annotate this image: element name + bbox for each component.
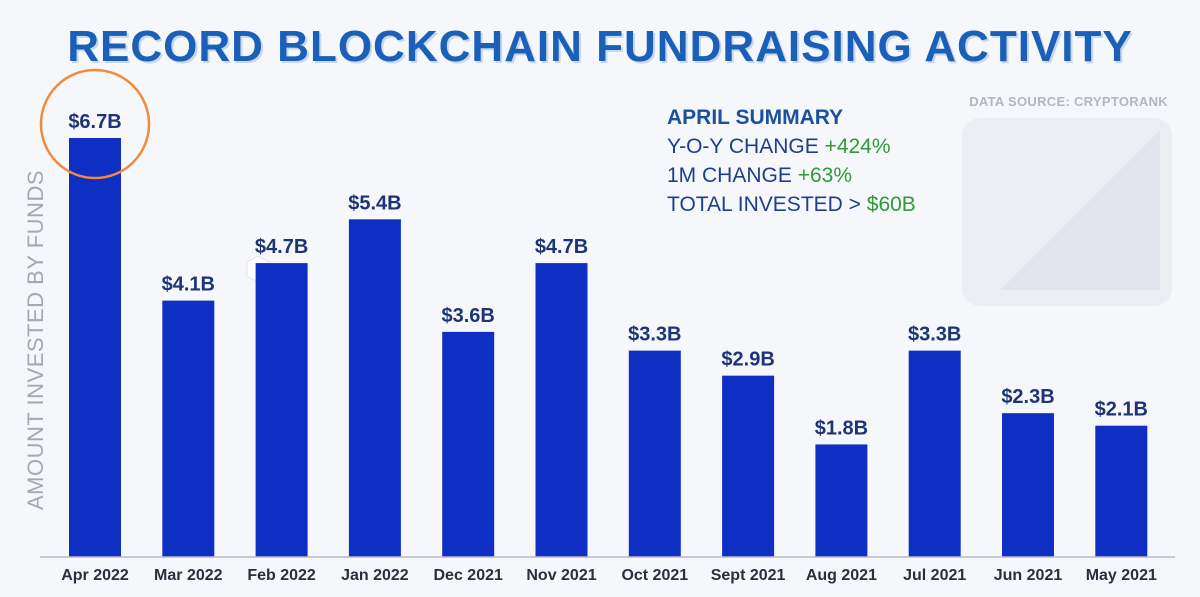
- chart-title: RECORD BLOCKCHAIN FUNDRAISING ACTIVITY: [67, 22, 1133, 71]
- bar: [1002, 413, 1054, 557]
- value-label: $4.1B: [162, 274, 215, 296]
- yoy-change: Y-O-Y CHANGE +424%: [667, 132, 916, 161]
- value-label: $6.7B: [68, 111, 121, 133]
- watermark-slash: [1000, 130, 1160, 290]
- x-tick-label: Aug 2021: [806, 567, 877, 584]
- x-tick-label: Dec 2021: [434, 567, 503, 584]
- value-label: $2.3B: [1001, 386, 1054, 408]
- bar: [442, 331, 495, 557]
- value-label: $3.3B: [628, 324, 681, 346]
- mom-label: 1M CHANGE: [667, 164, 792, 187]
- bar: [255, 263, 308, 557]
- value-label: $4.7B: [255, 236, 308, 258]
- summary-title: APRIL SUMMARY: [667, 106, 844, 129]
- april-summary: APRIL SUMMARY Y-O-Y CHANGE +424% 1M CHAN…: [667, 103, 916, 219]
- total-invested: TOTAL INVESTED > $60B: [667, 190, 916, 219]
- x-tick-label: Nov 2021: [526, 567, 596, 584]
- x-tick-label: Mar 2022: [154, 567, 223, 584]
- bar: [815, 444, 868, 557]
- x-tick-label: Feb 2022: [247, 567, 316, 584]
- value-label: $2.9B: [721, 349, 774, 371]
- x-tick-label: May 2021: [1086, 567, 1157, 584]
- total-value: $60B: [866, 193, 916, 216]
- value-label: $3.6B: [442, 305, 495, 327]
- highlight-ring: [39, 68, 151, 180]
- x-tick-label: Jun 2021: [994, 567, 1063, 584]
- bar: [162, 300, 215, 557]
- background-decoration: [246, 118, 1172, 306]
- value-label: $5.4B: [348, 192, 401, 214]
- value-label: $3.3B: [908, 324, 961, 346]
- x-tick-label: Sept 2021: [711, 567, 786, 584]
- bar: [69, 138, 121, 557]
- x-tick-label: Jan 2022: [341, 567, 409, 584]
- x-tick-label: Oct 2021: [621, 567, 688, 584]
- yoy-value: +424%: [824, 135, 891, 158]
- bar: [628, 350, 681, 557]
- yoy-label: Y-O-Y CHANGE: [667, 135, 819, 158]
- total-label: TOTAL INVESTED >: [667, 193, 861, 216]
- value-label: $2.1B: [1095, 399, 1148, 421]
- x-tick-label: Jul 2021: [903, 567, 966, 584]
- bar: [348, 219, 401, 557]
- data-source: DATA SOURCE: CRYPTORANK: [969, 94, 1168, 109]
- bar: [908, 350, 961, 557]
- mom-change: 1M CHANGE +63%: [667, 161, 916, 190]
- value-label: $4.7B: [535, 236, 588, 258]
- mom-value: +63%: [797, 164, 852, 187]
- bar: [1095, 425, 1148, 557]
- bar: [722, 375, 775, 557]
- x-tick-label: Apr 2022: [61, 567, 129, 584]
- bar: [535, 263, 588, 557]
- value-label: $1.8B: [815, 417, 868, 439]
- y-axis-label: AMOUNT INVESTED BY FUNDS: [23, 169, 48, 511]
